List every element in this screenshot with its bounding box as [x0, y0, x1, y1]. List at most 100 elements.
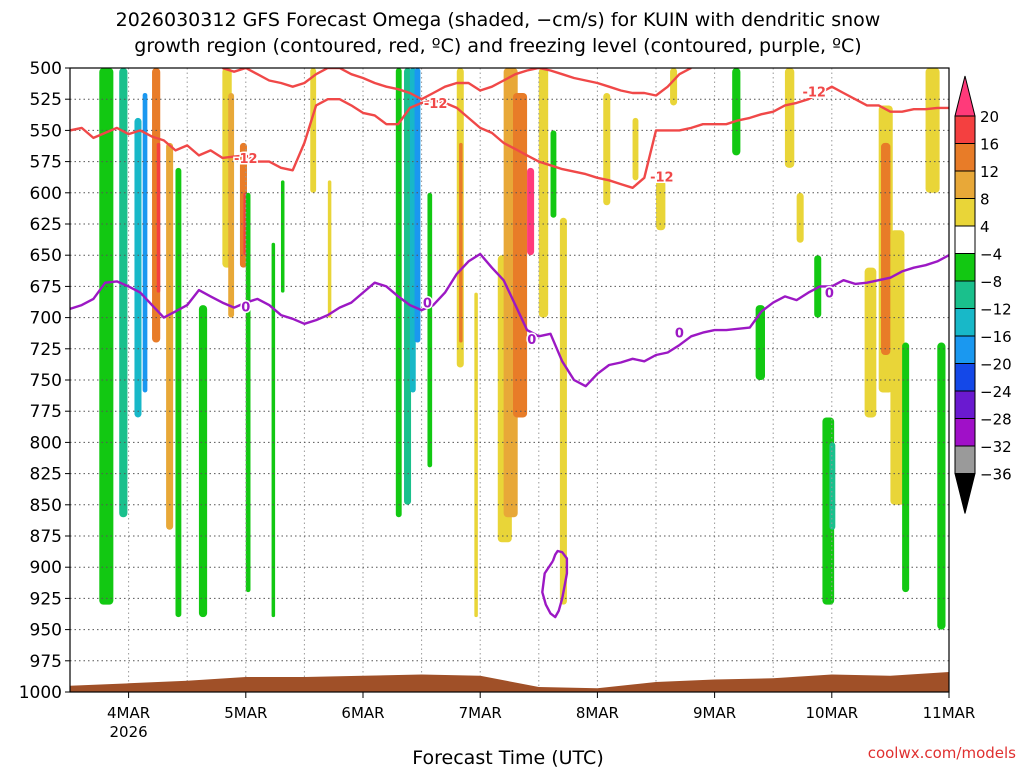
omega-region-15 [280, 180, 285, 293]
colorbar-label: −36 [980, 466, 1012, 484]
contour-label-2-3: 0 [675, 327, 684, 342]
colorbar-label: −16 [980, 328, 1012, 346]
plot-content: -12 -12 -12 -12 0 0 0 0 0 [70, 68, 949, 692]
colorbar-segment [954, 143, 976, 172]
omega-region-50 [937, 342, 946, 630]
colorbar-label: −20 [980, 356, 1012, 374]
x-tick-label: 11MAR [923, 704, 976, 722]
omega-region-13 [245, 192, 251, 593]
colorbar-top-arrow [954, 75, 976, 117]
colorbar-label: −28 [980, 411, 1012, 429]
omega-region-14 [271, 242, 276, 618]
omega-region-1 [119, 68, 128, 518]
omega-region-0 [99, 68, 114, 605]
contour-label-0-0: -12 [234, 152, 258, 167]
contour-label-0-3: -12 [802, 86, 826, 101]
y-tick-label: 1000 [19, 683, 62, 703]
y-axis: 500 525 550 575 600 625 650 675 700 725 750 775 800 8… [19, 59, 70, 703]
omega-region-36 [670, 68, 678, 106]
contour-label-0-2: -12 [650, 171, 674, 186]
x-tick-label: 8MAR [576, 704, 619, 722]
colorbar-segment [954, 363, 976, 392]
x-tick-label: 5MAR [224, 704, 267, 722]
colorbar-segment [954, 445, 976, 474]
colorbar-label: 8 [980, 191, 990, 209]
omega-region-48 [902, 342, 910, 593]
x-tick-label: 7MAR [459, 704, 502, 722]
colorbar-segment [954, 170, 976, 199]
y-tick-label: 725 [30, 340, 62, 360]
colorbar-segment [954, 253, 976, 282]
omega-region-5 [156, 142, 161, 293]
colorbar-label: −32 [980, 438, 1012, 456]
chart-title-line-1: 2026030312 GFS Forecast Omega (shaded, −… [116, 9, 881, 31]
colorbar-label: 12 [980, 163, 999, 181]
omega-region-40 [796, 192, 804, 243]
contour-label-2-2: 0 [527, 333, 536, 348]
y-tick-label: 625 [30, 215, 62, 235]
colorbar-label: 4 [980, 218, 990, 236]
colorbar-segment [954, 335, 976, 364]
colorbar-segment [954, 198, 976, 227]
terrain-fill [70, 672, 949, 692]
chart-title-line-2: growth region (contoured, red, ºC) and f… [134, 35, 861, 57]
omega-region-44 [864, 267, 877, 418]
credit-text: coolwx.com/models [868, 744, 1016, 762]
omega-region-25 [474, 292, 478, 618]
x-tick-label: 4MAR [107, 704, 150, 722]
y-tick-label: 750 [30, 371, 62, 391]
y-tick-label: 950 [30, 621, 62, 641]
omega-region-32 [559, 217, 567, 605]
y-tick-label: 900 [30, 558, 62, 578]
x-tick-label: 6MAR [341, 704, 384, 722]
omega-region-35 [656, 180, 666, 231]
omega-region-49 [925, 68, 940, 193]
plot-area: -12 -12 -12 -12 0 0 0 0 0 [69, 67, 950, 693]
omega-region-34 [632, 117, 639, 181]
omega-region-29 [527, 167, 535, 256]
y-tick-label: 825 [30, 465, 62, 485]
y-tick-label: 525 [30, 90, 62, 110]
y-tick-label: 800 [30, 433, 62, 453]
y-tick-label: 875 [30, 527, 62, 547]
contour-line-2 [70, 252, 949, 388]
x-axis: 4MAR 5MAR 6MAR 7MAR 8MAR 9MAR 10MAR 11MAR 2026 [107, 692, 975, 741]
x-tick-label: 10MAR [805, 704, 858, 722]
x-tick-label: 9MAR [693, 704, 736, 722]
omega-region-31 [550, 130, 557, 218]
colorbar-segment [954, 225, 976, 254]
omega-region-20 [409, 68, 416, 393]
contour-line-3 [541, 549, 569, 619]
omega-region-37 [732, 68, 741, 156]
y-tick-label: 650 [30, 246, 62, 266]
omega-region-22 [427, 192, 433, 468]
omega-region-47 [890, 230, 905, 505]
colorbar-label: −8 [980, 273, 1002, 291]
y-tick-label: 925 [30, 589, 62, 609]
omega-region-8 [198, 305, 208, 618]
colorbar-segment [954, 390, 976, 419]
colorbar-label: −12 [980, 301, 1012, 319]
omega-region-7 [175, 167, 182, 618]
colorbar-segment [954, 115, 976, 144]
omega-region-10 [228, 92, 235, 318]
y-tick-label: 550 [30, 121, 62, 141]
omega-region-17 [327, 180, 332, 318]
colorbar-label: −24 [980, 383, 1012, 401]
y-tick-label: 850 [30, 496, 62, 516]
contour-label-2-0: 0 [241, 300, 250, 315]
y-tick-label: 975 [30, 652, 62, 672]
colorbar-bottom-arrow [954, 473, 976, 514]
omega-region-6 [166, 142, 174, 530]
colorbar-segment [954, 308, 976, 337]
y-tick-label: 775 [30, 402, 62, 422]
y-tick-label: 600 [30, 184, 62, 204]
y-tick-label: 700 [30, 309, 62, 329]
colorbar-label: −4 [980, 246, 1002, 264]
colorbar-legend: 20 16 12 8 4 −4 −8 −12 −16 −20 −24 −28 −32 −36 [954, 75, 1012, 514]
omega-region-46 [881, 142, 891, 356]
omega-region-2 [134, 117, 142, 418]
y-tick-label: 500 [30, 59, 62, 79]
omega-region-39 [784, 68, 795, 168]
